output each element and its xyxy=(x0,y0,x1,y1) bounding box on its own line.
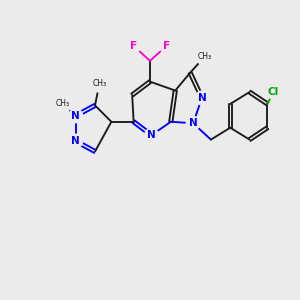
Text: F: F xyxy=(130,41,137,51)
Text: N: N xyxy=(189,118,197,128)
Circle shape xyxy=(91,74,108,92)
Circle shape xyxy=(195,91,209,105)
Text: F: F xyxy=(163,41,170,51)
Text: CH₃: CH₃ xyxy=(92,79,106,88)
Text: CH₃: CH₃ xyxy=(55,99,69,108)
Circle shape xyxy=(196,47,214,65)
Text: CH₃: CH₃ xyxy=(198,52,212,61)
Circle shape xyxy=(69,109,82,123)
Circle shape xyxy=(53,95,71,113)
Text: Cl: Cl xyxy=(268,87,279,97)
Circle shape xyxy=(145,128,158,142)
Text: N: N xyxy=(71,136,80,146)
Circle shape xyxy=(160,39,173,53)
Text: N: N xyxy=(147,130,156,140)
Circle shape xyxy=(186,116,200,130)
Text: N: N xyxy=(198,93,206,103)
Circle shape xyxy=(69,134,82,148)
Circle shape xyxy=(266,85,280,99)
Text: N: N xyxy=(71,111,80,121)
Circle shape xyxy=(127,39,140,53)
